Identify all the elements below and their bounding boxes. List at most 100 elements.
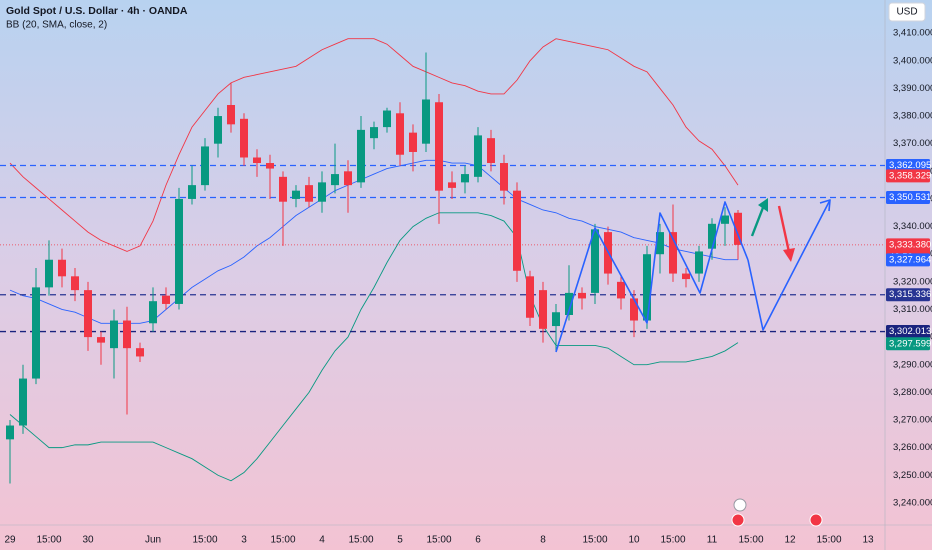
candle-body — [318, 182, 326, 202]
currency-button-label[interactable]: USD — [896, 7, 917, 18]
x-tick-label: 15:00 — [270, 535, 295, 546]
candle-body — [539, 290, 547, 329]
x-tick-label: 15:00 — [660, 535, 685, 546]
candle-body — [578, 292, 586, 299]
price-tag — [886, 288, 930, 302]
candle-body — [123, 320, 131, 349]
x-tick-label: Jun — [145, 535, 161, 546]
candle-body — [84, 290, 92, 338]
x-tick-label: 5 — [397, 535, 403, 546]
candle-body — [617, 281, 625, 299]
y-tick-label: 3,310.000 — [893, 304, 932, 315]
x-tick-label: 15:00 — [348, 535, 373, 546]
bollinger-band — [9, 159, 738, 324]
candle-body — [383, 110, 391, 128]
price-tag-label: 3,362.095 — [889, 160, 931, 171]
price-tag — [886, 325, 930, 339]
bollinger-band — [9, 212, 739, 482]
candle-body — [305, 185, 313, 202]
candle-body — [474, 135, 482, 177]
candle-body — [396, 113, 404, 155]
candle-body — [695, 251, 703, 274]
x-tick-label: 13 — [862, 535, 874, 546]
candle-body — [565, 292, 573, 315]
down-arrow — [777, 205, 791, 253]
y-tick-label: 3,320.000 — [893, 276, 932, 287]
candle-body — [526, 276, 534, 318]
event-icons — [731, 498, 823, 527]
candle-body — [149, 301, 157, 324]
candle-body — [227, 105, 235, 125]
candle-body — [32, 287, 40, 379]
x-tick-label: 8 — [540, 535, 546, 546]
candle-body — [422, 99, 430, 144]
candle-body — [331, 174, 339, 186]
candle-body — [344, 171, 352, 186]
candle-body — [110, 320, 118, 349]
projection-arrowhead — [819, 199, 831, 212]
x-tick-label: 10 — [628, 535, 640, 546]
x-tick-label: 15:00 — [816, 535, 841, 546]
zigzag-drawing — [555, 201, 749, 353]
price-tag-label: 3,297.599 — [889, 338, 931, 349]
x-tick-label: 4 — [319, 535, 325, 546]
candle-body — [6, 425, 14, 440]
x-tick-label: 6 — [475, 535, 481, 546]
candle-body — [656, 232, 664, 255]
candle-body — [370, 127, 378, 139]
event-icon — [733, 498, 747, 512]
price-tag-label: 3,302.013 — [889, 326, 931, 337]
candle-body — [292, 190, 300, 199]
candle-body — [435, 102, 443, 191]
candle-body — [19, 378, 27, 426]
candle-body — [682, 273, 690, 280]
candle-body — [162, 295, 170, 304]
x-tick-label: 15:00 — [192, 535, 217, 546]
candle-body — [669, 232, 677, 274]
y-tick-label: 3,240.000 — [893, 497, 932, 508]
y-tick-label: 3,270.000 — [893, 415, 932, 426]
candle-body — [201, 146, 209, 186]
price-tag — [886, 159, 930, 173]
candle-body — [591, 229, 599, 293]
price-tag-label: 3,350.531 — [889, 192, 931, 203]
y-tick-label: 3,280.000 — [893, 387, 932, 398]
y-tick-label: 3,260.000 — [893, 442, 932, 453]
price-tag-label: 3,358.329 — [889, 170, 931, 181]
price-tag — [886, 169, 930, 183]
up-arrow — [750, 204, 766, 237]
y-tick-label: 3,250.000 — [893, 470, 932, 481]
candle-body — [71, 276, 79, 291]
candle-body — [461, 174, 469, 183]
x-tick-label: 29 — [4, 535, 16, 546]
candle-body — [500, 163, 508, 191]
candle-body — [409, 132, 417, 152]
x-tick-label: 15:00 — [36, 535, 61, 546]
y-tick-label: 3,390.000 — [893, 83, 932, 94]
candle-body — [448, 182, 456, 188]
x-tick-label: 15:00 — [738, 535, 763, 546]
candle-body — [97, 337, 105, 343]
candle-body — [175, 198, 183, 304]
y-tick-label: 3,380.000 — [893, 111, 932, 122]
candle-body — [630, 298, 638, 321]
y-tick-label: 3,340.000 — [893, 221, 932, 232]
candle-body — [253, 157, 261, 164]
candle-body — [643, 254, 651, 321]
candle-body — [136, 348, 144, 357]
candle-body — [58, 259, 66, 277]
plot-area — [0, 38, 885, 484]
up-arrowhead — [758, 198, 768, 212]
currency-button[interactable] — [888, 2, 926, 22]
candle-body — [487, 138, 495, 164]
price-tag — [886, 253, 930, 267]
x-tick-label: 15:00 — [582, 535, 607, 546]
event-icon — [731, 513, 745, 527]
candle-body — [266, 163, 274, 169]
price-tag-label: 3,333.380 — [889, 239, 931, 250]
price-tag — [886, 190, 930, 204]
candle-body — [734, 212, 742, 245]
y-tick-label: 3,370.000 — [893, 138, 932, 149]
